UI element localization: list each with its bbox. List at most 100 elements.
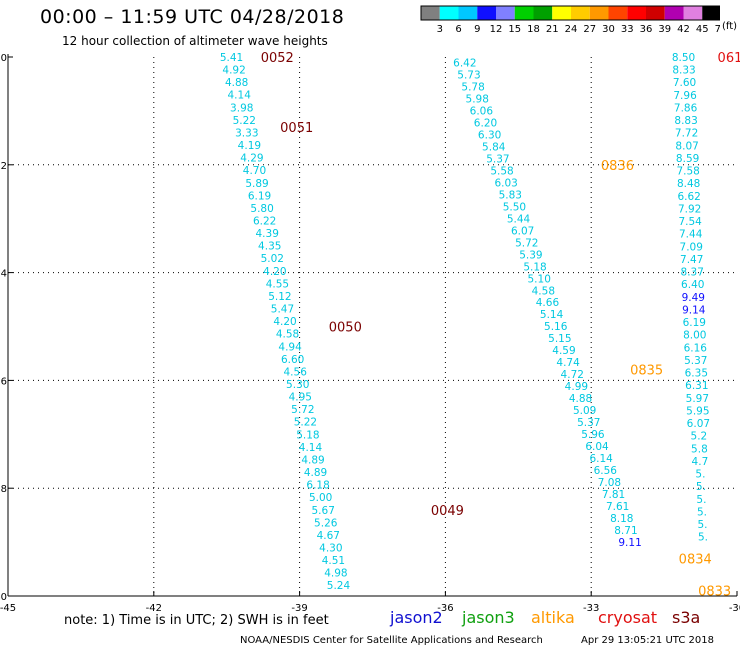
chart-subtitle: 12 hour collection of altimeter wave hei… <box>62 34 328 48</box>
wave-height-label: 5.47 <box>271 304 294 316</box>
wave-height-label: 4.72 <box>561 369 584 381</box>
wave-height-label: 4.51 <box>322 555 345 567</box>
wave-height-label: 5.39 <box>519 249 542 261</box>
wave-height-label: 5.14 <box>540 309 564 321</box>
wave-height-label: 4.35 <box>258 241 281 253</box>
wave-height-label: 4.14 <box>299 442 323 454</box>
wave-height-label: 7.81 <box>602 489 625 501</box>
wave-height-label: 4.88 <box>225 77 248 89</box>
y-tick-label: -38 <box>0 484 7 495</box>
color-swatch <box>439 6 459 20</box>
wave-height-label: 4.56 <box>284 366 308 378</box>
wave-height-label: 4.59 <box>552 345 575 357</box>
wave-height-label: 6.56 <box>594 465 618 477</box>
wave-height-label: 8.50 <box>672 52 695 64</box>
wave-height-label: 8.00 <box>683 330 706 342</box>
wave-height-label: 7.08 <box>598 477 621 489</box>
color-swatch <box>664 6 684 20</box>
wave-height-label: 6.35 <box>685 368 708 380</box>
wave-height-label: 7.44 <box>679 229 703 241</box>
wave-height-label: 6.31 <box>685 380 708 392</box>
wave-height-label: 9.14 <box>682 304 706 316</box>
color-swatch <box>702 6 720 20</box>
wave-height-label: 5. <box>695 469 705 481</box>
time-annotation: 0052 <box>261 51 294 66</box>
wave-height-label: 5.96 <box>581 429 605 441</box>
wave-height-label: 8.59 <box>676 153 699 165</box>
footer-credit: NOAA/NESDIS Center for Satellite Applica… <box>240 635 543 646</box>
wave-height-label: 6.07 <box>511 225 534 237</box>
color-scale-tick: 24 <box>565 24 578 35</box>
wave-height-label: 6.14 <box>589 453 613 465</box>
wave-height-label: 4.29 <box>240 153 263 165</box>
wave-height-label: 5.80 <box>250 203 273 215</box>
color-swatch <box>646 6 665 20</box>
wave-height-label: 9.11 <box>618 537 641 549</box>
time-annotation: 0050 <box>329 321 362 336</box>
color-scale-tick: 33 <box>621 24 634 35</box>
wave-height-label: 7.58 <box>676 166 699 178</box>
time-annotation: 0051 <box>280 121 313 136</box>
wave-height-plot: -45 -42 -39 -36 -33 -30 -30 -32 -34 -36 -38 -40 5.41… <box>0 51 740 614</box>
wave-height-label: 6.62 <box>677 191 700 203</box>
wave-height-label: 5.09 <box>573 405 596 417</box>
color-swatch <box>514 6 534 20</box>
wave-height-label: 5.84 <box>482 141 506 153</box>
wave-height-label: 4.92 <box>222 65 245 77</box>
wave-height-label: 4.94 <box>278 341 302 353</box>
color-scale-tick: 15 <box>508 24 521 35</box>
wave-height-label: 8.83 <box>674 115 697 127</box>
wave-height-label: 7.09 <box>680 241 703 253</box>
wave-height-label: 5. <box>697 519 707 531</box>
wave-height-label: 4.7 <box>692 456 709 468</box>
wave-height-label: 8.37 <box>681 267 704 279</box>
wave-height-label: 4.39 <box>256 228 279 240</box>
footer-note: note: 1) Time is in UTC; 2) SWH is in fe… <box>64 613 329 628</box>
color-scale-bar: 36912151821242730333639424570 <box>420 5 720 35</box>
wave-height-label: 5.98 <box>466 93 489 105</box>
wave-height-label: 4.20 <box>263 266 286 278</box>
wave-height-label: 5.95 <box>686 405 709 417</box>
color-swatch <box>533 6 553 20</box>
wave-height-label: 7.60 <box>673 77 696 89</box>
wave-height-label: 4.66 <box>536 297 560 309</box>
wave-height-label: 4.98 <box>324 568 347 580</box>
color-scale-tick: 6 <box>455 24 461 35</box>
wave-height-label: 4.88 <box>569 393 592 405</box>
x-tick-label: -45 <box>0 603 16 614</box>
wave-height-label: 4.67 <box>317 530 340 542</box>
wave-height-label: 6.16 <box>684 342 708 354</box>
y-tick-label: -30 <box>0 53 7 64</box>
color-scale-tick: 9 <box>474 24 480 35</box>
color-scale-tick: 18 <box>527 24 540 35</box>
wave-height-label: 5.97 <box>686 393 709 405</box>
wave-height-label: 5.37 <box>486 153 509 165</box>
wave-height-label: 6.06 <box>470 105 494 117</box>
chart-title: 00:00 – 11:59 UTC 04/28/2018 <box>40 6 345 28</box>
wave-height-label: 4.19 <box>238 140 261 152</box>
wave-height-label: 4.99 <box>565 381 588 393</box>
wave-height-label: 4.14 <box>228 90 252 102</box>
time-annotation: 0833 <box>698 585 731 600</box>
wave-height-label: 7.61 <box>606 501 629 513</box>
wave-height-label: 5. <box>696 481 706 493</box>
wave-height-label: 5.44 <box>507 213 531 225</box>
x-tick-label: -39 <box>291 603 307 614</box>
color-scale-tick: 21 <box>546 24 559 35</box>
wave-height-label: 7.54 <box>678 216 702 228</box>
wave-height-label: 5.73 <box>457 69 480 81</box>
legend-jason2: jason2 <box>390 608 443 627</box>
wave-height-label: 4.58 <box>532 285 555 297</box>
color-swatch <box>608 6 628 20</box>
color-scale-tick: 3 <box>437 24 443 35</box>
wave-height-label: 3.98 <box>230 102 253 114</box>
wave-height-label: 5.83 <box>499 189 522 201</box>
y-tick-label: -32 <box>0 161 7 172</box>
wave-height-label: 5.22 <box>233 115 256 127</box>
color-swatch <box>477 6 496 20</box>
wave-height-label: 5.8 <box>691 443 708 455</box>
color-swatch <box>496 6 515 20</box>
wave-height-label: 6.18 <box>306 480 329 492</box>
wave-height-label: 6.60 <box>281 354 304 366</box>
wave-height-label: 4.58 <box>276 329 299 341</box>
